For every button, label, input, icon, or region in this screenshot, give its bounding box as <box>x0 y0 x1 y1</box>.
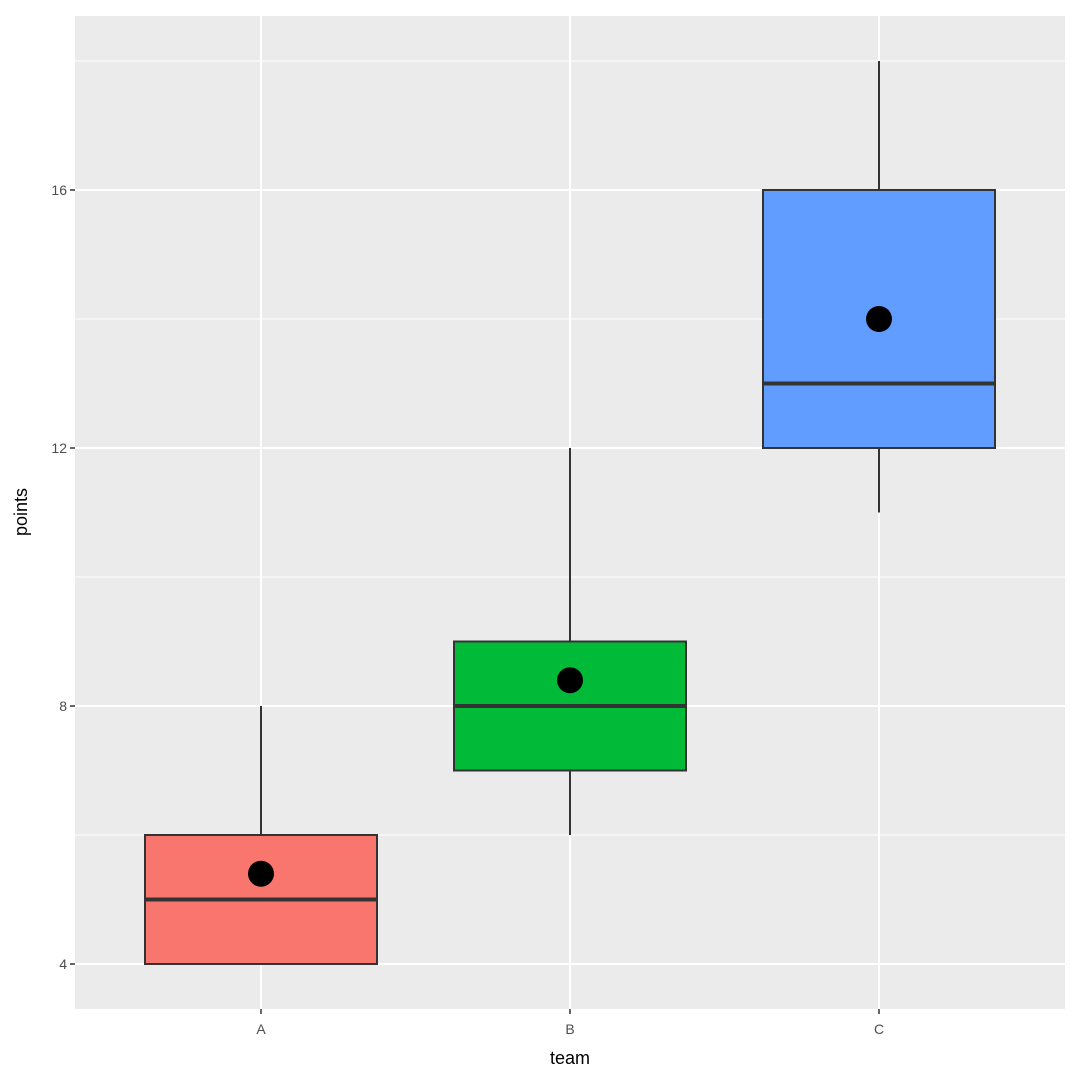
x-tick-label: A <box>256 1021 266 1037</box>
mean-point <box>557 667 583 694</box>
y-axis-title: points <box>11 488 31 536</box>
x-tick-label: C <box>874 1021 884 1037</box>
x-axis-title: team <box>550 1048 590 1068</box>
box-a <box>144 706 378 965</box>
y-axis: 4 8 12 16 <box>51 182 75 972</box>
mean-point <box>248 860 274 887</box>
y-tick-label: 8 <box>59 698 67 714</box>
x-axis: A B C <box>256 1009 884 1037</box>
y-tick-label: 4 <box>59 956 67 972</box>
y-tick-label: 16 <box>51 182 67 198</box>
y-tick-label: 12 <box>51 440 67 456</box>
box-b <box>453 448 687 835</box>
box-c <box>762 61 996 513</box>
x-tick-label: B <box>565 1021 574 1037</box>
mean-point <box>866 306 892 332</box>
boxes <box>144 61 996 965</box>
